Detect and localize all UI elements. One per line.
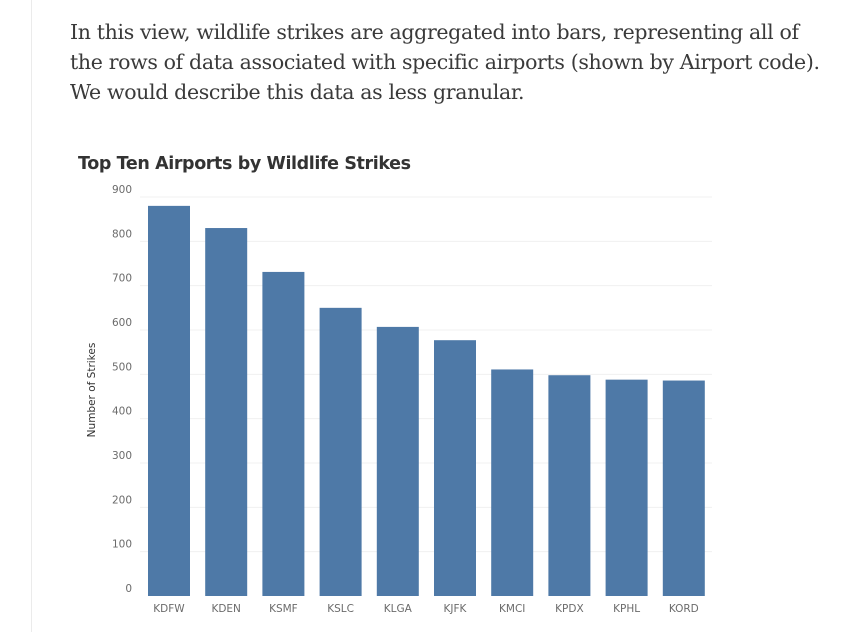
y-tick-label: 800 [112, 228, 132, 240]
x-axis-ticks: KDFW KDEN KSMF KSLC KLGA KJFK KMCI KPDX KPHL KORD [153, 603, 698, 615]
y-tick-label: 500 [112, 361, 132, 373]
y-tick-label: 0 [125, 583, 132, 595]
y-tick-label: 200 [112, 494, 132, 506]
x-tick-label: KLGA [384, 603, 413, 615]
bar-kden[interactable] [205, 228, 248, 597]
y-tick-label: 700 [112, 273, 132, 285]
article-line: the rows of data associated with specifi… [70, 50, 820, 74]
x-tick-label: KSMF [269, 603, 298, 615]
x-tick-label: KDEN [211, 603, 240, 615]
bar-kjfk[interactable] [434, 340, 476, 596]
bar-ksmf[interactable] [262, 271, 305, 596]
bars [148, 205, 705, 597]
y-tick-label: 100 [112, 539, 132, 551]
bar-kord[interactable] [662, 380, 705, 596]
x-tick-label: KPHL [613, 603, 640, 615]
bar-kmci[interactable] [491, 369, 534, 596]
x-tick-label: KPDX [555, 603, 584, 615]
article-line: We would describe this data as less gran… [70, 80, 525, 104]
bar-kdfw[interactable] [148, 205, 190, 596]
x-tick-label: KJFK [444, 603, 468, 615]
y-tick-label: 600 [112, 317, 132, 329]
bar-klga[interactable] [376, 326, 419, 596]
x-tick-label: KMCI [499, 603, 525, 615]
bar-kslc[interactable] [319, 307, 362, 596]
content-left-border [31, 0, 32, 632]
bar-kphl[interactable] [605, 379, 648, 596]
y-axis-title: Number of Strikes [86, 343, 98, 438]
bar-kpdx[interactable] [548, 375, 591, 596]
x-tick-label: KORD [669, 603, 699, 615]
y-axis-ticks: 0 100 200 300 400 500 600 700 800 900 [112, 184, 132, 595]
y-tick-label: 300 [112, 450, 132, 462]
article-paragraph: In this view, wildlife strikes are aggre… [70, 17, 820, 107]
x-tick-label: KSLC [327, 603, 354, 615]
y-tick-label: 900 [112, 184, 132, 196]
y-tick-label: 400 [112, 406, 132, 418]
article-line: In this view, wildlife strikes are aggre… [70, 20, 799, 44]
x-tick-label: KDFW [153, 603, 185, 615]
chart-title: Top Ten Airports by Wildlife Strikes [78, 154, 411, 174]
